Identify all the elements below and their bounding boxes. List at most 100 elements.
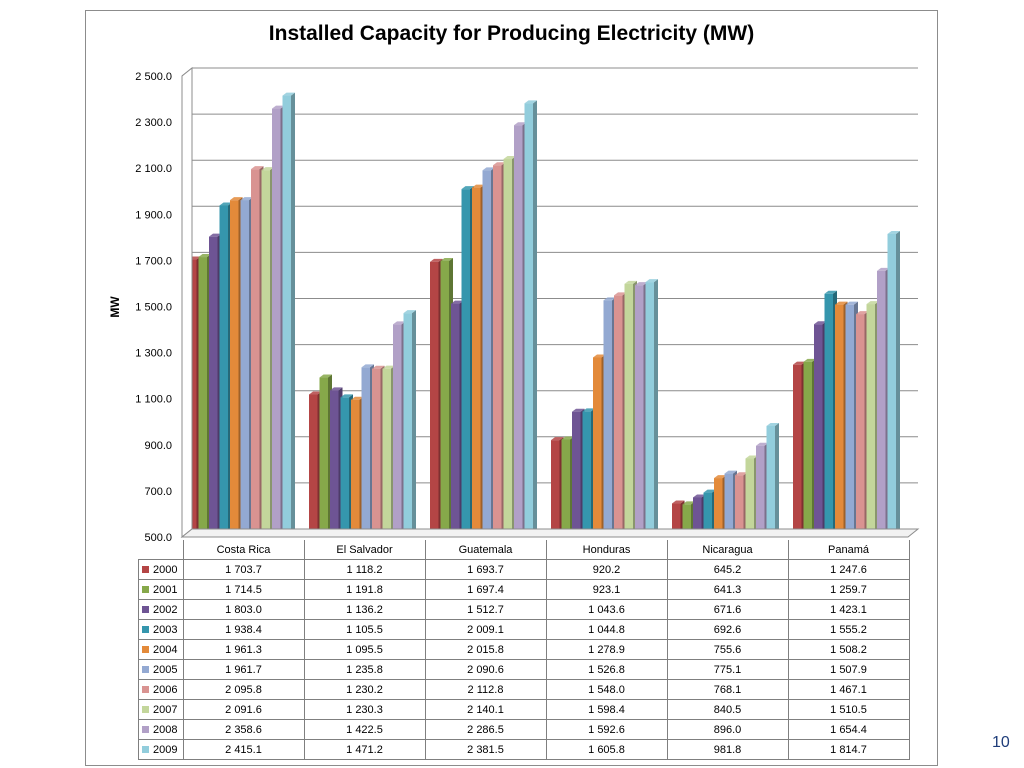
data-label: 1 278.9 bbox=[545, 639, 668, 660]
bar-top bbox=[351, 396, 364, 400]
bar-front bbox=[572, 411, 581, 537]
category-label: Honduras bbox=[545, 540, 668, 560]
series-label-cell: 2009 bbox=[138, 739, 184, 760]
bar-top bbox=[514, 122, 527, 126]
bar-top bbox=[582, 408, 595, 412]
bar-top bbox=[551, 437, 564, 441]
bars bbox=[188, 92, 900, 538]
data-label: 692.6 bbox=[666, 619, 789, 640]
bar-side bbox=[775, 422, 779, 537]
bar-top bbox=[372, 365, 385, 369]
bar-top bbox=[524, 100, 537, 104]
page-number: 10 bbox=[992, 734, 1010, 751]
data-label: 671.6 bbox=[666, 599, 789, 620]
data-label: 1 512.7 bbox=[424, 599, 547, 620]
bar-top bbox=[682, 501, 695, 505]
bar-front bbox=[251, 169, 260, 538]
data-label: 1 508.2 bbox=[787, 639, 910, 660]
bar-front bbox=[524, 103, 533, 538]
bar-top bbox=[430, 258, 443, 262]
table-row: 2000 1 703.7 1 118.2 1 693.7 920.2 645.2 1 247… bbox=[138, 559, 910, 580]
table-row: 2008 2 358.6 1 422.5 2 286.5 1 592.6 896.0 1 6… bbox=[138, 719, 910, 740]
bar-front bbox=[824, 293, 833, 537]
y-tick-label: 1 900.0 bbox=[135, 209, 172, 221]
bar-front bbox=[793, 364, 802, 537]
series-name: 2009 bbox=[153, 743, 178, 756]
data-label: 1 693.7 bbox=[424, 559, 547, 580]
data-label: 768.1 bbox=[666, 679, 789, 700]
series-name: 2006 bbox=[153, 683, 178, 696]
bar-top bbox=[835, 301, 848, 305]
data-label: 981.8 bbox=[666, 739, 789, 760]
table-row: 2005 1 961.7 1 235.8 2 090.6 1 526.8 775.1 1 5… bbox=[138, 659, 910, 680]
bar-front bbox=[503, 158, 512, 537]
bar-front bbox=[714, 478, 723, 537]
axes: 500.0 700.0 900.0 1 100.0 1 300.0 1 500.0 1 70… bbox=[108, 66, 920, 544]
data-label: 2 009.1 bbox=[424, 619, 547, 640]
bar-front bbox=[219, 205, 228, 538]
data-label: 1 555.2 bbox=[787, 619, 910, 640]
bar-front bbox=[745, 458, 754, 537]
bar-top bbox=[561, 436, 574, 440]
table-row: 2002 1 803.0 1 136.2 1 512.7 1 043.6 671.6 1 4… bbox=[138, 599, 910, 620]
bar-front bbox=[382, 368, 391, 537]
data-label: 2 358.6 bbox=[182, 719, 305, 740]
bar-top bbox=[856, 311, 869, 315]
series-label-cell: 2005 bbox=[138, 659, 184, 680]
bar-top bbox=[845, 301, 858, 305]
bar-front bbox=[430, 261, 439, 537]
bar-front bbox=[682, 504, 691, 537]
series-label-cell: 2003 bbox=[138, 619, 184, 640]
bar-side bbox=[533, 100, 537, 538]
bar bbox=[766, 422, 779, 537]
bar-front bbox=[309, 394, 318, 537]
bar-top bbox=[230, 197, 243, 201]
data-label: 1 605.8 bbox=[545, 739, 668, 760]
data-label: 1 422.5 bbox=[303, 719, 426, 740]
y-tick-label: 2 500.0 bbox=[135, 71, 172, 83]
data-label: 2 090.6 bbox=[424, 659, 547, 680]
bar-front bbox=[461, 189, 470, 537]
bar-front bbox=[282, 95, 291, 537]
data-label: 1 526.8 bbox=[545, 659, 668, 680]
table-row: 2004 1 961.3 1 095.5 2 015.8 1 278.9 755.6 1 5… bbox=[138, 639, 910, 660]
bar bbox=[645, 279, 658, 537]
bar-top bbox=[645, 279, 658, 283]
data-label: 1 235.8 bbox=[303, 659, 426, 680]
series-label-cell: 2004 bbox=[138, 639, 184, 660]
y-tick-label: 1 700.0 bbox=[135, 255, 172, 267]
y-tick-label: 700.0 bbox=[144, 486, 172, 498]
bar-top bbox=[240, 197, 253, 201]
bar-front bbox=[330, 390, 339, 537]
data-label: 1 814.7 bbox=[787, 739, 910, 760]
legend-swatch bbox=[142, 685, 149, 693]
data-label: 1 136.2 bbox=[303, 599, 426, 620]
data-label: 1 592.6 bbox=[545, 719, 668, 740]
bar-top bbox=[503, 155, 516, 159]
bar-front bbox=[756, 445, 765, 537]
bar-side bbox=[291, 92, 295, 537]
bar-top bbox=[703, 489, 716, 493]
table-row: 2007 2 091.6 1 230.3 2 140.1 1 598.4 840.5 1 5… bbox=[138, 699, 910, 720]
data-label: 920.2 bbox=[545, 559, 668, 580]
data-label: 641.3 bbox=[666, 579, 789, 600]
bar-top bbox=[219, 202, 232, 206]
category-label: Nicaragua bbox=[666, 540, 789, 560]
series-label-cell: 2006 bbox=[138, 679, 184, 700]
data-label: 2 015.8 bbox=[424, 639, 547, 660]
side-wall bbox=[181, 66, 193, 539]
bar-top bbox=[482, 167, 495, 171]
bar-front bbox=[440, 260, 449, 537]
bar-front bbox=[482, 170, 491, 537]
bar-front bbox=[393, 324, 402, 537]
bar-top bbox=[493, 162, 506, 166]
data-label: 1 467.1 bbox=[787, 679, 910, 700]
data-label: 1 230.3 bbox=[303, 699, 426, 720]
bar-front bbox=[856, 314, 865, 537]
bar-top bbox=[593, 354, 606, 358]
data-label: 1 961.3 bbox=[182, 639, 305, 660]
data-label: 1 471.2 bbox=[303, 739, 426, 760]
category-label: El Salvador bbox=[303, 540, 426, 560]
bar-side bbox=[412, 310, 416, 537]
